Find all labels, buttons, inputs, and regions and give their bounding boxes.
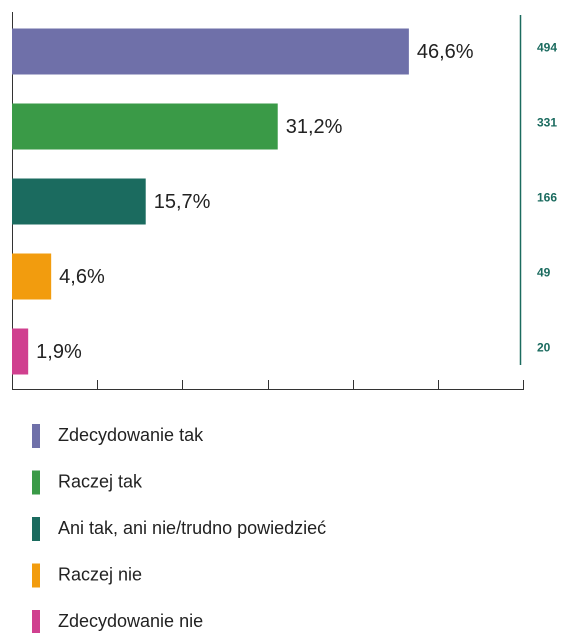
legend-swatch xyxy=(32,470,40,495)
value-label: 46,6% xyxy=(417,41,474,63)
count-label: 166 xyxy=(537,191,557,205)
bar xyxy=(12,28,409,75)
bar xyxy=(12,328,29,375)
count-label: 331 xyxy=(537,116,557,130)
bar xyxy=(12,178,146,225)
legend-swatch xyxy=(32,517,40,541)
legend-swatch xyxy=(32,610,40,633)
legend-label: Zdecydowanie nie xyxy=(58,611,203,631)
legend-label: Zdecydowanie tak xyxy=(58,425,204,445)
legend-swatch xyxy=(32,563,40,588)
bar xyxy=(12,253,52,300)
value-label: 31,2% xyxy=(286,116,343,138)
value-label: 4,6% xyxy=(59,266,105,288)
bar xyxy=(12,103,278,150)
legend-label: Raczej nie xyxy=(58,564,142,584)
count-label: 20 xyxy=(537,341,551,355)
count-label: 494 xyxy=(537,41,557,55)
legend-label: Ani tak, ani nie/trudno powiedzieć xyxy=(58,518,326,538)
count-label: 49 xyxy=(537,266,551,280)
value-label: 1,9% xyxy=(36,341,82,363)
legend-swatch xyxy=(32,424,40,448)
value-label: 15,7% xyxy=(154,191,211,213)
legend-label: Raczej tak xyxy=(58,471,143,491)
